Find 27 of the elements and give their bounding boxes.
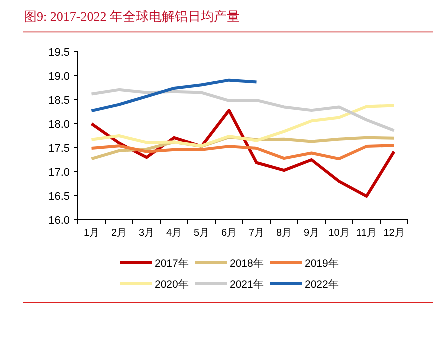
y-tick-label: 18.0 [48, 119, 70, 131]
x-tick-label: 11月 [356, 228, 377, 239]
x-tick-label: 7月 [248, 228, 265, 239]
y-tick-label: 16.0 [48, 215, 70, 227]
y-tick-label: 17.5 [48, 143, 70, 155]
x-tick-label: 6月 [221, 228, 238, 239]
x-tick-label: 2月 [111, 228, 128, 239]
legend-label: 2020年 [155, 279, 190, 291]
x-tick-label: 10月 [328, 228, 350, 239]
x-tick-label: 3月 [138, 228, 155, 239]
title: 图9: 2017-2022 年全球电解铝日均产量 [24, 9, 240, 24]
y-tick-label: 16.5 [48, 191, 70, 203]
x-tick-label: 12月 [384, 228, 405, 239]
y-tick-label: 17.0 [48, 167, 70, 179]
x-tick-label: 1月 [84, 228, 100, 239]
y-tick-label: 19.0 [48, 71, 70, 83]
x-tick-label: 8月 [276, 228, 292, 239]
y-tick-label: 18.5 [48, 95, 70, 107]
legend-label: 2018年 [230, 258, 264, 270]
legend-label: 2019年 [305, 258, 340, 270]
legend-label: 2021年 [230, 279, 264, 291]
legend-label: 2017年 [155, 258, 190, 270]
x-tick-label: 5月 [194, 228, 210, 239]
legend-label: 2022年 [305, 279, 340, 291]
x-tick-label: 9月 [304, 228, 320, 239]
x-tick-label: 4月 [166, 228, 182, 239]
y-tick-label: 19.5 [48, 47, 70, 59]
